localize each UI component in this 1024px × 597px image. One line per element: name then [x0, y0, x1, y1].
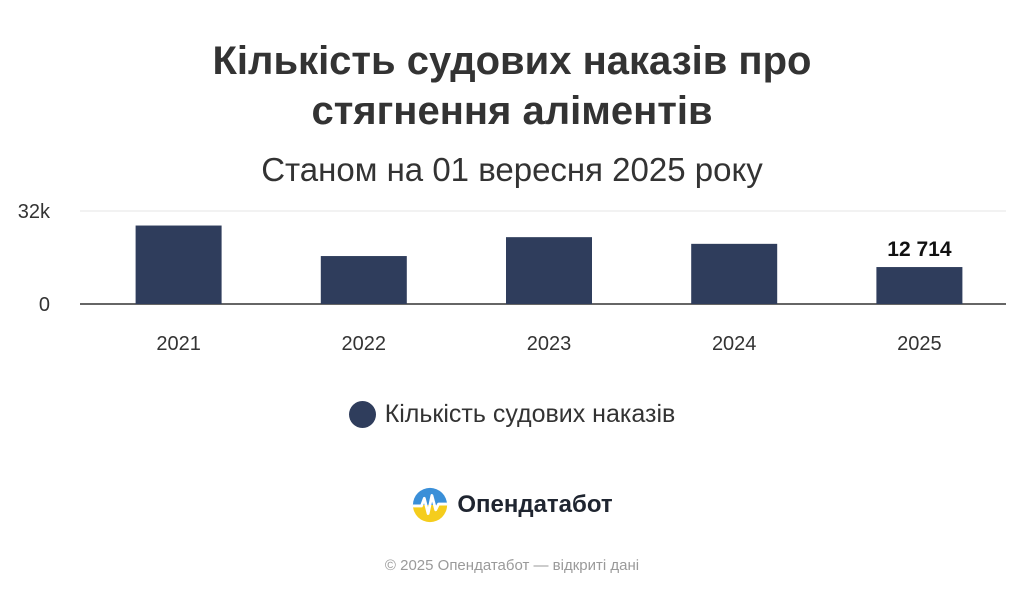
legend: Кількість судових наказів	[0, 400, 1024, 429]
brand-name: Опендатабот	[457, 491, 613, 518]
x-tick-label: 2023	[527, 333, 572, 355]
footer-copyright: © 2025 Опендатабот — відкриті дані	[384, 557, 640, 574]
chart-title-line-2: стягнення аліментів	[311, 89, 713, 133]
y-tick-label: 0	[39, 294, 50, 316]
bar	[320, 256, 407, 304]
bar-chart: 0 32k 2021 2022 2023 2024 2025 12 714	[18, 201, 1006, 355]
bar	[135, 225, 222, 304]
chart-subtitle: Станом на 01 вересня 2025 року	[261, 151, 763, 188]
data-label: 12 714	[887, 238, 952, 261]
x-tick-label: 2024	[712, 333, 757, 355]
chart-title: Кількість судових наказів про стягнення …	[0, 36, 1024, 136]
bar	[506, 237, 592, 304]
opendatabot-logo-icon	[413, 487, 448, 523]
bar	[876, 267, 963, 304]
bars-layer	[135, 225, 963, 304]
chart-title-line-1: Кількість судових наказів про	[212, 39, 812, 83]
y-tick-label: 32k	[18, 201, 51, 223]
x-tick-label: 2021	[156, 333, 201, 355]
x-tick-label: 2022	[342, 333, 387, 355]
bar	[691, 243, 778, 304]
legend-label: Кількість судових наказів	[384, 400, 676, 428]
brand: Опендатабот	[0, 486, 1024, 524]
x-tick-label: 2025	[897, 333, 942, 355]
labels-layer: 0 32k 2021 2022 2023 2024 2025 12 714	[18, 201, 952, 355]
legend-swatch	[348, 401, 376, 428]
